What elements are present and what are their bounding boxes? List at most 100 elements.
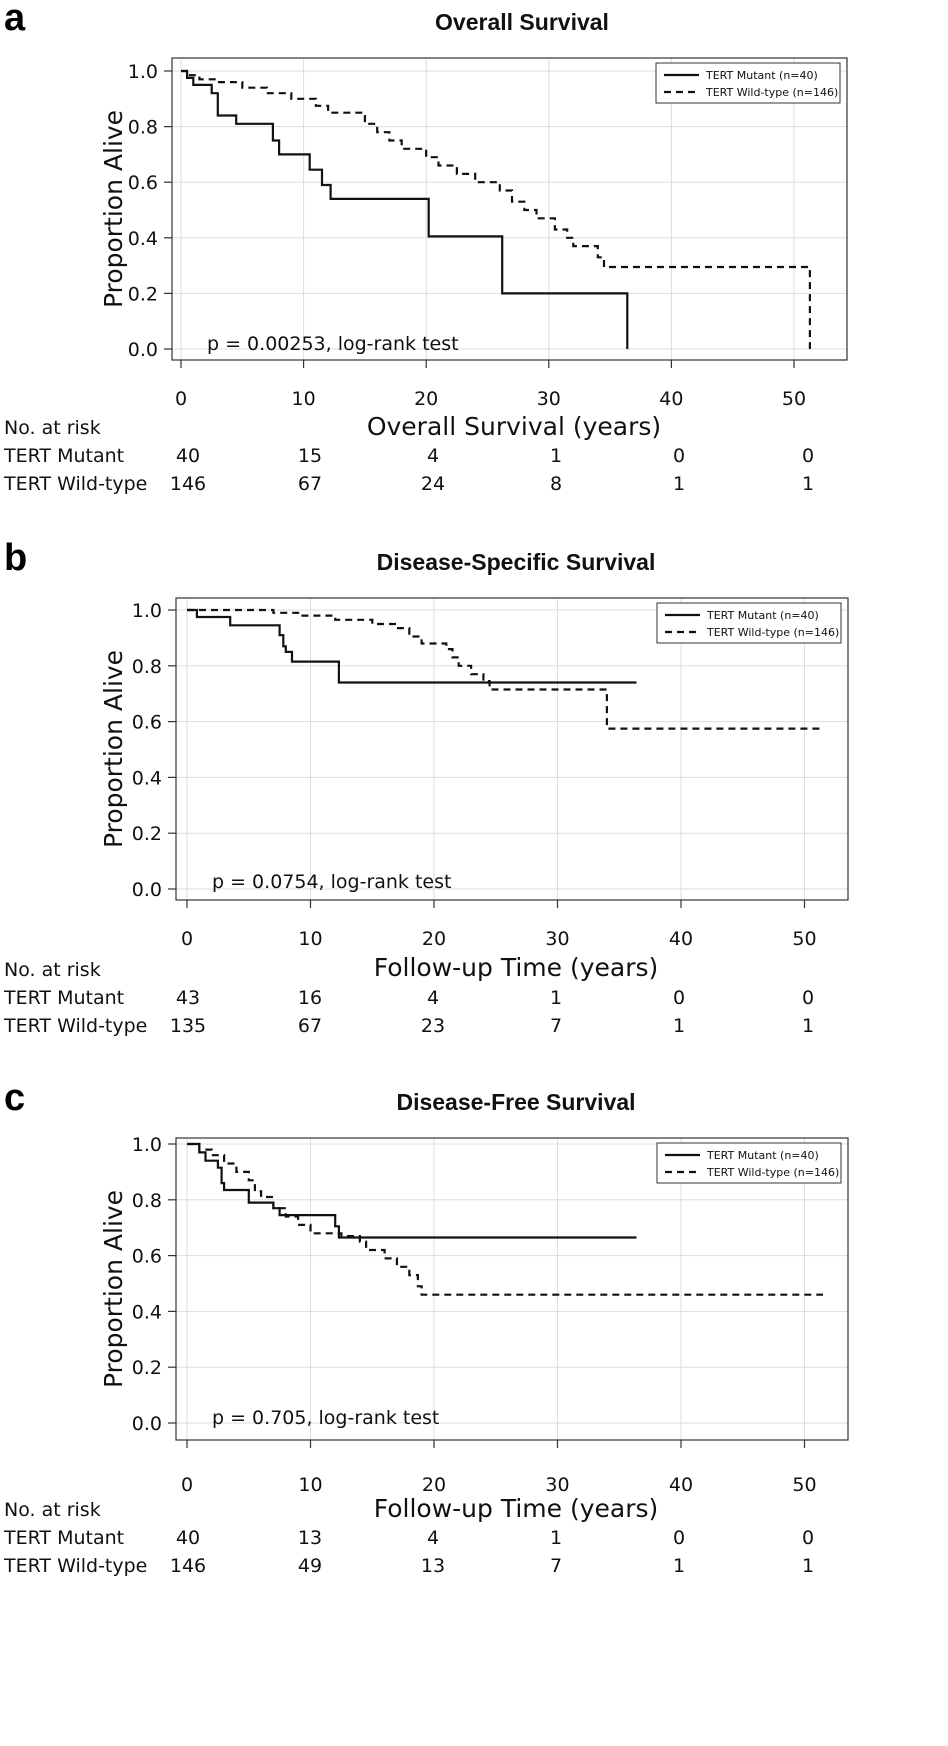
y-tick-label-4-c: 0.8 — [132, 1190, 162, 1212]
legend-label-wildtype-a: TERT Wild-type (n=146) — [705, 86, 838, 99]
risk-value-mutant-t0-b: 43 — [176, 987, 200, 1009]
risk-value-mutant-t50-c: 0 — [802, 1527, 814, 1549]
risk-row-label-mutant-b: TERT Mutant — [3, 987, 124, 1009]
risk-value-wildtype-t50-b: 1 — [802, 1015, 814, 1037]
y-tick-label-3-b: 0.6 — [132, 712, 162, 734]
risk-value-wildtype-t50-a: 1 — [802, 473, 814, 495]
y-tick-label-5-b: 1.0 — [132, 600, 162, 622]
risk-value-wildtype-t50-c: 1 — [802, 1555, 814, 1577]
x-tick-label-4-b: 40 — [669, 928, 693, 950]
x-tick-label-1-b: 10 — [298, 928, 322, 950]
x-tick-label-5-b: 50 — [792, 928, 816, 950]
x-axis-b: 0 10 20 30 40 50 — [181, 900, 817, 950]
x-axis-title-b: Follow-up Time (years) — [374, 953, 659, 982]
risk-table-heading-c: No. at risk — [4, 1499, 101, 1521]
risk-value-mutant-t10-b: 16 — [298, 987, 322, 1009]
risk-values-c: 40 13 4 1 0 0 146 49 13 7 1 1 — [170, 1527, 814, 1577]
risk-value-wildtype-t10-b: 67 — [298, 1015, 322, 1037]
legend-label-wildtype-b: TERT Wild-type (n=146) — [706, 626, 839, 639]
risk-value-mutant-t0-c: 40 — [176, 1527, 200, 1549]
x-tick-label-5-c: 50 — [792, 1474, 816, 1496]
risk-table-heading-b: No. at risk — [4, 959, 101, 981]
risk-value-wildtype-t20-b: 23 — [421, 1015, 445, 1037]
x-axis-title-c: Follow-up Time (years) — [374, 1494, 659, 1523]
km-curve-mutant-b — [187, 608, 637, 684]
risk-value-mutant-t30-b: 1 — [550, 987, 562, 1009]
y-axis-title-b: Proportion Alive — [99, 650, 128, 848]
risk-values-a: 40 15 4 1 0 0 146 67 24 8 1 1 — [170, 445, 814, 495]
x-tick-label-3-a: 30 — [537, 388, 561, 410]
risk-value-mutant-t30-c: 1 — [550, 1527, 562, 1549]
risk-value-mutant-t40-a: 0 — [673, 445, 685, 467]
risk-row-label-wildtype-b: TERT Wild-type — [3, 1015, 147, 1037]
legend-a: TERT Mutant (n=40) TERT Wild-type (n=146… — [655, 62, 841, 104]
y-tick-label-4-a: 0.8 — [128, 117, 158, 139]
legend-b: TERT Mutant (n=40) TERT Wild-type (n=146… — [656, 602, 842, 644]
risk-value-mutant-t10-a: 15 — [298, 445, 322, 467]
x-tick-label-0-a: 0 — [175, 388, 187, 410]
x-tick-label-5-a: 50 — [782, 388, 806, 410]
x-tick-label-2-c: 20 — [422, 1474, 446, 1496]
y-tick-label-0-a: 0.0 — [128, 339, 158, 361]
plot-frame-a — [171, 57, 848, 361]
risk-value-mutant-t20-a: 4 — [427, 445, 439, 467]
legend-label-mutant-c: TERT Mutant (n=40) — [706, 1149, 819, 1162]
risk-value-wildtype-t0-b: 135 — [170, 1015, 206, 1037]
curves-c — [187, 1142, 823, 1296]
y-tick-label-5-a: 1.0 — [128, 61, 158, 83]
y-tick-label-0-c: 0.0 — [132, 1413, 162, 1435]
risk-value-mutant-t30-a: 1 — [550, 445, 562, 467]
curves-b — [187, 608, 823, 730]
chart-title-c: Disease-Free Survival — [396, 1089, 635, 1115]
risk-table-a: No. at risk TERT Mutant TERT Wild-type 4… — [3, 417, 814, 495]
risk-table-heading-a: No. at risk — [4, 417, 101, 439]
risk-row-label-wildtype-c: TERT Wild-type — [3, 1555, 147, 1577]
x-tick-label-2-a: 20 — [414, 388, 438, 410]
km-curve-mutant-c — [187, 1142, 637, 1239]
y-axis-title-c: Proportion Alive — [99, 1190, 128, 1388]
gridlines-b — [176, 598, 848, 900]
risk-value-mutant-t50-a: 0 — [802, 445, 814, 467]
x-axis-a: 0 10 20 30 40 50 — [175, 360, 806, 410]
panel-letter-c: c — [4, 1077, 25, 1119]
y-axis-c: 0.0 0.2 0.4 0.6 0.8 1.0 — [132, 1134, 176, 1435]
gridlines-a — [172, 58, 847, 360]
p-value-annotation-c: p = 0.705, log-rank test — [212, 1407, 439, 1429]
y-axis-b: 0.0 0.2 0.4 0.6 0.8 1.0 — [132, 600, 176, 901]
x-tick-label-4-a: 40 — [659, 388, 683, 410]
risk-value-wildtype-t10-a: 67 — [298, 473, 322, 495]
risk-value-wildtype-t20-c: 13 — [421, 1555, 445, 1577]
panel-a: a Overall Survival 0.0 0.2 0.4 0.6 0.8 1.0 0 1… — [3, 0, 848, 495]
y-tick-label-2-b: 0.4 — [132, 767, 162, 789]
x-tick-label-2-b: 20 — [422, 928, 446, 950]
risk-value-wildtype-t30-c: 7 — [550, 1555, 562, 1577]
plot-frame-c — [175, 1137, 849, 1441]
risk-row-label-wildtype-a: TERT Wild-type — [3, 473, 147, 495]
p-value-annotation-a: p = 0.00253, log-rank test — [207, 333, 459, 355]
x-tick-label-0-c: 0 — [181, 1474, 193, 1496]
plot-frame-b — [175, 597, 849, 901]
y-tick-label-5-c: 1.0 — [132, 1134, 162, 1156]
km-curve-wildtype-c — [187, 1142, 823, 1296]
y-tick-label-3-c: 0.6 — [132, 1246, 162, 1268]
x-tick-label-3-c: 30 — [545, 1474, 569, 1496]
y-tick-label-1-b: 0.2 — [132, 823, 162, 845]
risk-value-mutant-t40-b: 0 — [673, 987, 685, 1009]
x-axis-title-a: Overall Survival (years) — [367, 412, 661, 441]
y-tick-label-1-c: 0.2 — [132, 1357, 162, 1379]
x-tick-label-1-a: 10 — [292, 388, 316, 410]
km-curve-mutant-a — [181, 69, 629, 349]
legend-label-mutant-a: TERT Mutant (n=40) — [705, 69, 818, 82]
panel-letter-b: b — [4, 537, 27, 579]
risk-value-wildtype-t40-c: 1 — [673, 1555, 685, 1577]
risk-value-mutant-t50-b: 0 — [802, 987, 814, 1009]
km-curve-wildtype-a — [181, 69, 811, 349]
risk-value-mutant-t0-a: 40 — [176, 445, 200, 467]
legend-label-mutant-b: TERT Mutant (n=40) — [706, 609, 819, 622]
x-axis-c: 0 10 20 30 40 50 — [181, 1440, 817, 1496]
panel-b: b Disease-Specific Survival 0.0 0.2 0.4 0.6… — [3, 537, 849, 1037]
chart-title-a: Overall Survival — [435, 9, 609, 35]
p-value-annotation-b: p = 0.0754, log-rank test — [212, 871, 451, 893]
y-axis-a: 0.0 0.2 0.4 0.6 0.8 1.0 — [128, 61, 172, 361]
